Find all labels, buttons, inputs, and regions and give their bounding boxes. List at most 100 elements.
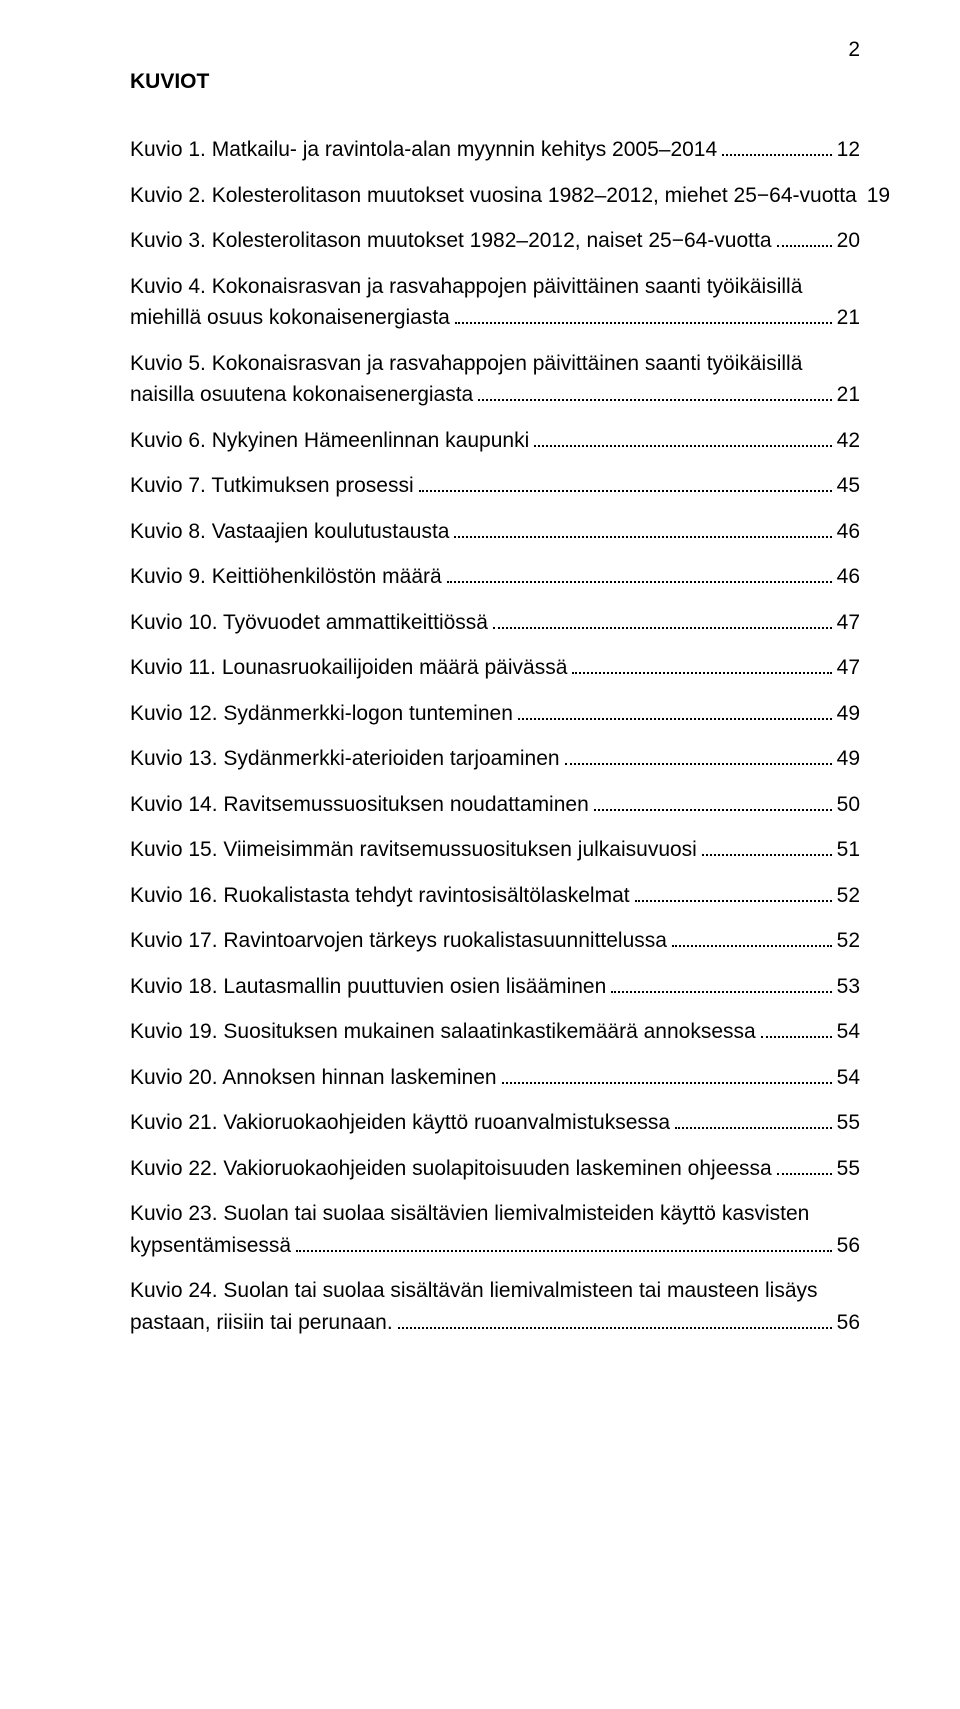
- toc-entry: Kuvio 22. Vakioruokaohjeiden suolapitois…: [130, 1153, 860, 1185]
- toc-entry-label: Kuvio 8. Vastaajien koulutustausta: [130, 516, 449, 548]
- toc-entry: Kuvio 4. Kokonaisrasvan ja rasvahappojen…: [130, 271, 860, 334]
- toc-entry: Kuvio 6. Nykyinen Hämeenlinnan kaupunki 4…: [130, 425, 860, 457]
- toc-entry: Kuvio 8. Vastaajien koulutustausta 46: [130, 516, 860, 548]
- toc-entry-page: 55: [837, 1107, 860, 1139]
- toc-list: Kuvio 1. Matkailu- ja ravintola-alan myy…: [130, 134, 860, 1338]
- toc-leader: [454, 519, 831, 538]
- toc-entry: Kuvio 3. Kolesterolitason muutokset 1982…: [130, 225, 860, 257]
- toc-entry-page: 54: [837, 1016, 860, 1048]
- toc-entry-page: 56: [837, 1230, 860, 1262]
- toc-leader: [447, 564, 832, 583]
- toc-entry-label: Kuvio 15. Viimeisimmän ravitsemussuositu…: [130, 834, 697, 866]
- toc-leader: [702, 837, 832, 856]
- toc-entry-line2: miehillä osuus kokonaisenergiasta 21: [130, 302, 860, 334]
- toc-leader: [722, 137, 831, 156]
- toc-entry: Kuvio 21. Vakioruokaohjeiden käyttö ruoa…: [130, 1107, 860, 1139]
- toc-entry: Kuvio 20. Annoksen hinnan laskeminen 54: [130, 1062, 860, 1094]
- toc-leader: [611, 974, 831, 993]
- toc-entry-label: Kuvio 18. Lautasmallin puuttuvien osien …: [130, 971, 606, 1003]
- toc-entry: Kuvio 1. Matkailu- ja ravintola-alan myy…: [130, 134, 860, 166]
- toc-entry-label: kypsentämisessä: [130, 1230, 291, 1262]
- toc-entry: Kuvio 19. Suosituksen mukainen salaatink…: [130, 1016, 860, 1048]
- toc-entry-label: Kuvio 1. Matkailu- ja ravintola-alan myy…: [130, 134, 717, 166]
- section-title: KUVIOT: [130, 70, 860, 94]
- toc-leader: [635, 883, 832, 902]
- toc-leader: [518, 701, 832, 720]
- toc-entry: Kuvio 23. Suolan tai suolaa sisältävien …: [130, 1198, 860, 1261]
- toc-entry: Kuvio 7. Tutkimuksen prosessi 45: [130, 470, 860, 502]
- toc-entry-page: 47: [837, 652, 860, 684]
- toc-entry-label: Kuvio 12. Sydänmerkki-logon tunteminen: [130, 698, 513, 730]
- toc-leader: [594, 792, 832, 811]
- toc-entry-page: 19: [867, 180, 890, 212]
- toc-entry-label: Kuvio 19. Suosituksen mukainen salaatink…: [130, 1016, 756, 1048]
- toc-entry: Kuvio 9. Keittiöhenkilöstön määrä 46: [130, 561, 860, 593]
- toc-entry-page: 54: [837, 1062, 860, 1094]
- toc-entry: Kuvio 16. Ruokalistasta tehdyt ravintosi…: [130, 880, 860, 912]
- toc-entry-page: 47: [837, 607, 860, 639]
- toc-leader: [534, 428, 831, 447]
- toc-entry-label: Kuvio 22. Vakioruokaohjeiden suolapitois…: [130, 1153, 772, 1185]
- toc-entry: Kuvio 5. Kokonaisrasvan ja rasvahappojen…: [130, 348, 860, 411]
- toc-entry-label: Kuvio 13. Sydänmerkki-aterioiden tarjoam…: [130, 743, 560, 775]
- toc-entry-line2: naisilla osuutena kokonaisenergiasta 21: [130, 379, 860, 411]
- toc-leader: [296, 1233, 832, 1252]
- toc-entry-label: Kuvio 4. Kokonaisrasvan ja rasvahappojen…: [130, 271, 860, 303]
- toc-entry: Kuvio 17. Ravintoarvojen tärkeys ruokali…: [130, 925, 860, 957]
- toc-entry-page: 46: [837, 516, 860, 548]
- toc-leader: [565, 746, 832, 765]
- toc-entry-page: 12: [837, 134, 860, 166]
- toc-entry: Kuvio 2. Kolesterolitason muutokset vuos…: [130, 180, 860, 212]
- toc-entry-label: Kuvio 6. Nykyinen Hämeenlinnan kaupunki: [130, 425, 529, 457]
- toc-leader: [777, 228, 832, 247]
- toc-entry-line2: pastaan, riisiin tai perunaan. 56: [130, 1307, 860, 1339]
- toc-entry-page: 52: [837, 880, 860, 912]
- toc-entry-page: 56: [837, 1307, 860, 1339]
- toc-entry: Kuvio 24. Suolan tai suolaa sisältävän l…: [130, 1275, 860, 1338]
- toc-leader: [455, 305, 832, 324]
- toc-leader: [502, 1065, 832, 1084]
- toc-leader: [398, 1310, 832, 1329]
- toc-leader: [675, 1110, 832, 1129]
- toc-entry-label: Kuvio 20. Annoksen hinnan laskeminen: [130, 1062, 497, 1094]
- toc-entry-page: 46: [837, 561, 860, 593]
- toc-leader: [478, 382, 831, 401]
- toc-entry-page: 55: [837, 1153, 860, 1185]
- toc-entry: Kuvio 12. Sydänmerkki-logon tunteminen 49: [130, 698, 860, 730]
- toc-entry: Kuvio 11. Lounasruokailijoiden määrä päi…: [130, 652, 860, 684]
- toc-entry-label: Kuvio 21. Vakioruokaohjeiden käyttö ruoa…: [130, 1107, 670, 1139]
- toc-entry-label: Kuvio 16. Ruokalistasta tehdyt ravintosi…: [130, 880, 630, 912]
- toc-entry-page: 53: [837, 971, 860, 1003]
- toc-entry-line2: kypsentämisessä 56: [130, 1230, 860, 1262]
- toc-entry-label: pastaan, riisiin tai perunaan.: [130, 1307, 393, 1339]
- toc-entry-page: 52: [837, 925, 860, 957]
- toc-entry-label: Kuvio 3. Kolesterolitason muutokset 1982…: [130, 225, 772, 257]
- toc-entry-label: Kuvio 23. Suolan tai suolaa sisältävien …: [130, 1198, 860, 1230]
- page-number: 2: [848, 38, 860, 62]
- toc-entry-label: naisilla osuutena kokonaisenergiasta: [130, 379, 473, 411]
- toc-entry-page: 50: [837, 789, 860, 821]
- toc-leader: [419, 473, 832, 492]
- toc-entry-label: Kuvio 17. Ravintoarvojen tärkeys ruokali…: [130, 925, 667, 957]
- document-page: 2 KUVIOT Kuvio 1. Matkailu- ja ravintola…: [0, 0, 960, 1709]
- toc-entry-page: 45: [837, 470, 860, 502]
- toc-entry-label: Kuvio 24. Suolan tai suolaa sisältävän l…: [130, 1275, 860, 1307]
- toc-entry-page: 21: [837, 302, 860, 334]
- toc-entry-label: Kuvio 14. Ravitsemussuosituksen noudatta…: [130, 789, 589, 821]
- toc-entry-page: 21: [837, 379, 860, 411]
- toc-entry-label: Kuvio 7. Tutkimuksen prosessi: [130, 470, 414, 502]
- toc-entry-label: Kuvio 2. Kolesterolitason muutokset vuos…: [130, 180, 857, 212]
- toc-entry-page: 42: [837, 425, 860, 457]
- toc-leader: [761, 1019, 832, 1038]
- toc-entry: Kuvio 18. Lautasmallin puuttuvien osien …: [130, 971, 860, 1003]
- toc-entry-page: 49: [837, 743, 860, 775]
- toc-entry-label: Kuvio 10. Työvuodet ammattikeittiössä: [130, 607, 488, 639]
- toc-entry-label: Kuvio 9. Keittiöhenkilöstön määrä: [130, 561, 442, 593]
- toc-entry-page: 49: [837, 698, 860, 730]
- toc-leader: [672, 928, 832, 947]
- toc-entry-label: Kuvio 5. Kokonaisrasvan ja rasvahappojen…: [130, 348, 860, 380]
- toc-entry: Kuvio 13. Sydänmerkki-aterioiden tarjoam…: [130, 743, 860, 775]
- toc-entry-label: miehillä osuus kokonaisenergiasta: [130, 302, 450, 334]
- toc-leader: [493, 610, 832, 629]
- toc-leader: [777, 1156, 832, 1175]
